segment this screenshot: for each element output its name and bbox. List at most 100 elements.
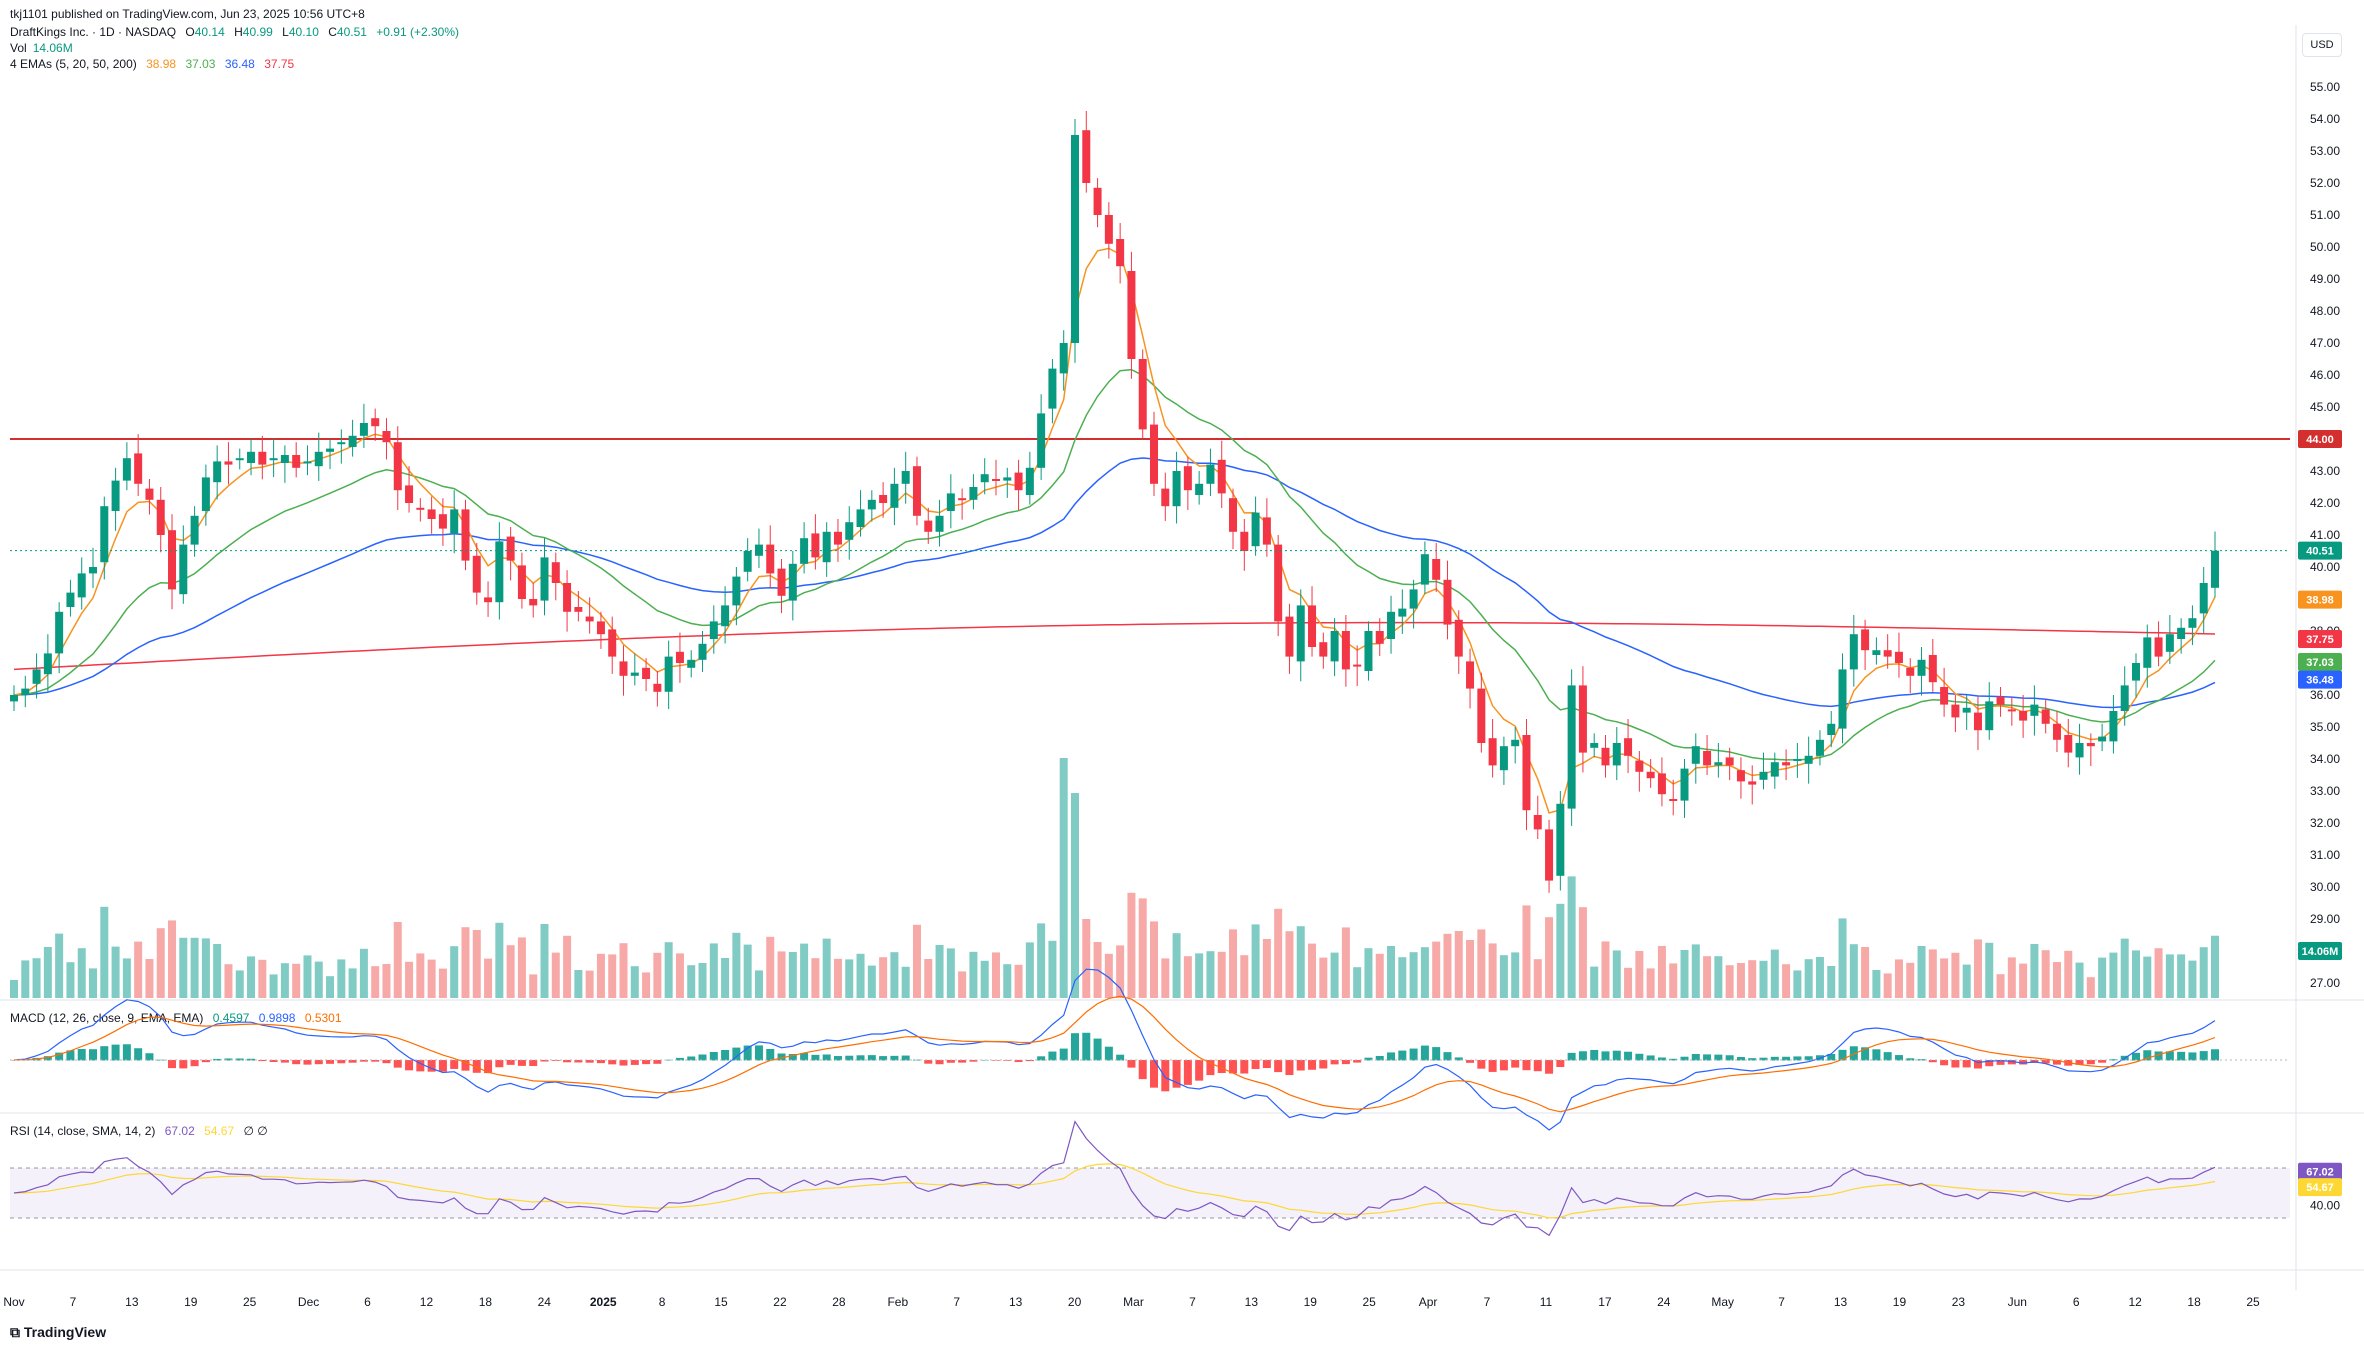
macd-histogram-bar [2165, 1051, 2174, 1061]
macd-histogram-bar [2041, 1060, 2050, 1064]
macd-histogram-bar [879, 1056, 888, 1061]
price-tag-bg [2298, 630, 2342, 648]
volume-bar [912, 924, 921, 998]
candle-body [1183, 466, 1192, 491]
candle-body [337, 442, 346, 445]
volume-bar [1488, 943, 1497, 998]
candle-body [1849, 634, 1858, 670]
y-tick-label: 35.00 [2310, 720, 2340, 734]
macd-histogram-bar [1319, 1060, 1328, 1069]
candle-body [766, 544, 775, 574]
y-tick-label: 36.00 [2310, 688, 2340, 702]
y-tick-label: 30.00 [2310, 880, 2340, 894]
candle-body [77, 573, 86, 598]
candle-body [822, 531, 831, 563]
macd-histogram-bar [326, 1060, 335, 1064]
macd-histogram-bar [1217, 1060, 1226, 1074]
volume-bar [2030, 944, 2039, 998]
macd-histogram-bar [1251, 1060, 1260, 1070]
candle-body [326, 448, 335, 452]
macd-histogram-bar [1466, 1060, 1475, 1063]
macd-histogram-bar [1274, 1060, 1283, 1073]
candle-body [1420, 554, 1429, 585]
currency-button[interactable]: USD [2302, 33, 2342, 57]
volume-bar [1703, 956, 1712, 998]
macd-histogram-bar [1375, 1055, 1384, 1061]
volume-bar [1206, 951, 1215, 998]
candle-body [608, 629, 617, 657]
vol-value: 14.06M [32, 41, 73, 55]
volume-bar [1251, 924, 1260, 998]
y-tick-label: 48.00 [2310, 304, 2340, 318]
y-tick-label: 55.00 [2310, 80, 2340, 94]
macd-histogram-bar [235, 1058, 244, 1061]
volume-bar [1894, 959, 1903, 998]
candle-body [89, 567, 98, 574]
volume-bar [55, 933, 64, 998]
candle-body [2052, 723, 2061, 740]
macd-histogram-bar [1601, 1051, 1610, 1061]
volume-bar [348, 968, 357, 998]
macd-histogram-bar [1398, 1050, 1407, 1061]
macd-histogram-bar [687, 1056, 696, 1061]
candle-body [1353, 664, 1362, 667]
volume-bar [867, 965, 876, 998]
macd-histogram-bar [1161, 1060, 1170, 1092]
macd-histogram-bar [179, 1060, 188, 1069]
macd-histogram-bar [2154, 1051, 2163, 1061]
volume-bar [1296, 926, 1305, 998]
volume-bar [540, 924, 549, 998]
macd-histogram-bar [66, 1050, 75, 1061]
rsi-tag-label: 67.02 [2306, 1167, 2334, 1179]
macd-histogram-bar [1714, 1054, 1723, 1061]
macd-label: MACD (12, 26, close, 9, EMA, EMA) [10, 1011, 204, 1025]
y-tick-label: 49.00 [2310, 272, 2340, 286]
x-tick-label: 19 [184, 1295, 198, 1309]
macd-histogram-bar [1827, 1053, 1836, 1061]
candle-body [1635, 760, 1644, 772]
candle-body [111, 480, 120, 511]
volume-bar [958, 971, 967, 998]
volume-bar [596, 953, 605, 998]
candle-body [2030, 704, 2039, 716]
volume-bar [337, 959, 346, 998]
candle-body [743, 551, 752, 572]
macd-histogram-bar [1104, 1046, 1113, 1061]
macd-histogram-bar [280, 1060, 289, 1063]
candle-body [495, 541, 504, 603]
volume-bar [1770, 949, 1779, 998]
candle-body [1432, 559, 1441, 580]
volume-bar [2064, 950, 2073, 998]
candle-body [2064, 735, 2073, 753]
x-tick-label: 7 [1189, 1295, 1196, 1309]
y-tick-label: 51.00 [2310, 208, 2340, 222]
candle-body [1657, 773, 1666, 795]
macd-histogram-bar [2211, 1049, 2219, 1061]
macd-histogram-bar [698, 1054, 707, 1061]
x-tick-label: 17 [1598, 1295, 1612, 1309]
candle-body [1545, 829, 1554, 881]
macd-histogram-bar [1770, 1056, 1779, 1061]
volume-bar [608, 954, 617, 998]
candle-body [1387, 611, 1396, 639]
candle-body [416, 507, 425, 510]
volume-bar [1229, 929, 1238, 998]
tradingview-logo: ⧉ TradingView [10, 1324, 106, 1341]
vol-line: Vol 14.06M [10, 40, 79, 56]
price-tag-bg [2298, 590, 2342, 609]
x-tick-label: 19 [1893, 1295, 1907, 1309]
x-tick-label: 24 [1657, 1295, 1671, 1309]
volume-bar [1725, 965, 1734, 998]
volume-bar [687, 965, 696, 998]
macd-hist-value: 0.4597 [212, 1011, 250, 1025]
candle-body [777, 568, 786, 596]
candle-body [1511, 739, 1520, 747]
candle-body [912, 466, 921, 516]
candle-body [292, 455, 301, 468]
candle-body [1691, 746, 1700, 764]
candle-body [1793, 759, 1802, 761]
macd-histogram-bar [664, 1059, 673, 1061]
volume-bar [585, 970, 594, 998]
volume-bar [292, 963, 301, 998]
